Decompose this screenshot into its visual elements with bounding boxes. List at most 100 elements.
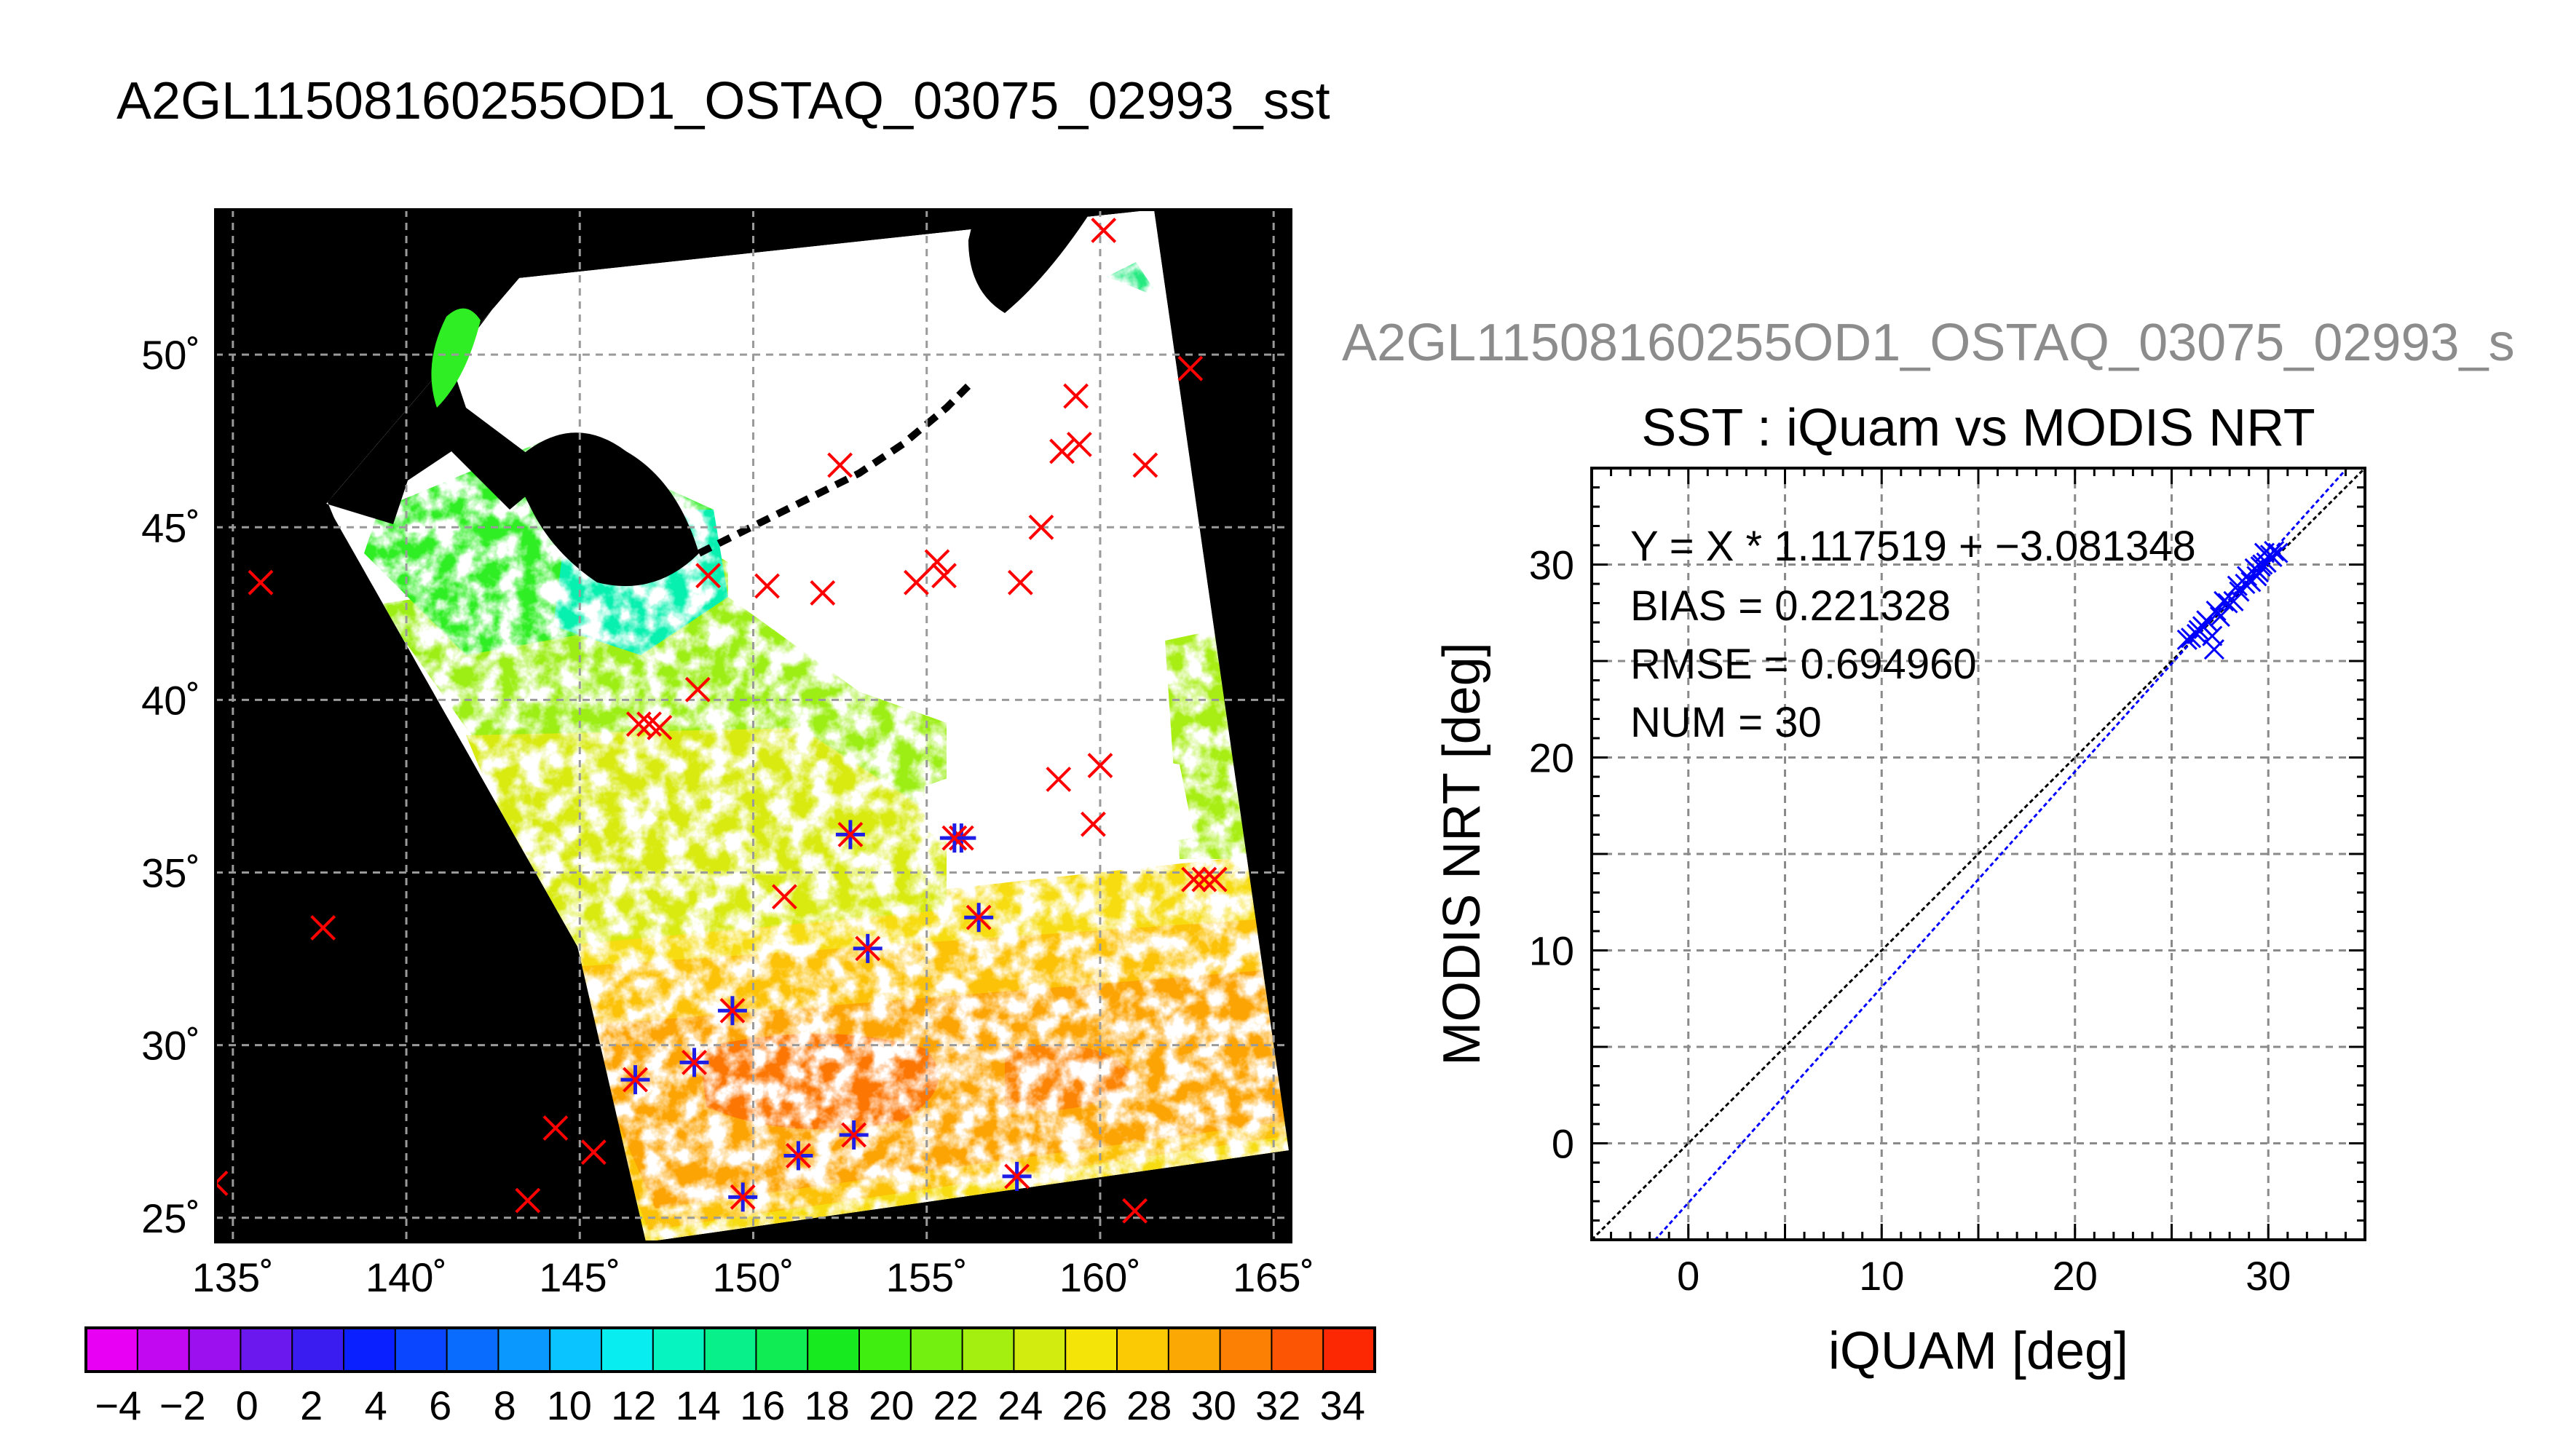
matchup-marker-stroke-a xyxy=(216,1181,229,1196)
scatter-point-stroke-b xyxy=(2235,573,2256,595)
valid-marker-cross-stroke-b xyxy=(719,997,746,1024)
map-lat-tick-labels: 25˚ 30˚ 35˚ 40˚ 45˚ 50˚ xyxy=(141,332,200,1241)
valid-marker-cross-stroke-b xyxy=(837,821,864,847)
valid-matchup-marker xyxy=(728,1182,758,1212)
valid-matchup-marker xyxy=(1002,1161,1032,1191)
matchup-marker-stroke-b xyxy=(695,563,721,589)
colorbar-cell xyxy=(189,1328,241,1372)
map-lat-tick-label: 50˚ xyxy=(141,332,200,378)
sst-colorbar: −4 −2 0 2 4 6 8 10 12 14 16 18 20 22 24 26 28 30 32 34 xyxy=(84,1326,1376,1428)
matchup-marker-stroke-b xyxy=(625,711,652,737)
scatter-x-axis-label: iQUAM [deg] xyxy=(1828,1322,2128,1380)
colorbar-tick-label: 26 xyxy=(1062,1382,1107,1428)
matchup-marker-stroke-b xyxy=(1087,753,1113,778)
scatter-point xyxy=(2188,620,2209,641)
num-annotation: NUM = 30 xyxy=(1630,699,1822,746)
scatter-point xyxy=(2209,606,2230,628)
valid-marker-cross xyxy=(786,1143,811,1168)
valid-marker-cross xyxy=(1004,1163,1030,1190)
valid-marker-cross xyxy=(719,997,746,1024)
colorbar-cell xyxy=(1323,1328,1375,1372)
scatter-gridlines xyxy=(1592,468,2365,1240)
colorbar-cell xyxy=(756,1328,808,1372)
colorbar-tick-label: 16 xyxy=(740,1382,785,1428)
colorbar-tick-label: 22 xyxy=(933,1382,979,1428)
colorbar-cell xyxy=(344,1328,396,1372)
colorbar-cell xyxy=(292,1328,344,1372)
matchup-marker xyxy=(625,711,652,737)
scatter-point xyxy=(2196,610,2217,631)
map-lat-tick-label: 35˚ xyxy=(141,850,200,896)
scatter-y-tick-label: 30 xyxy=(1529,542,1574,588)
scatter-point xyxy=(2227,575,2248,596)
scatter-frame xyxy=(1590,467,2366,1241)
scatter-point-stroke-b xyxy=(2176,629,2197,650)
scatter-title: SST : iQuam vs MODIS NRT xyxy=(1641,399,2315,457)
valid-marker-cross xyxy=(837,821,864,847)
colorbar-cell xyxy=(86,1328,138,1372)
matchup-marker-stroke-b xyxy=(636,711,662,737)
matchup-marker xyxy=(1191,866,1217,893)
matchup-marker xyxy=(647,714,673,740)
scatter-point xyxy=(2262,546,2283,567)
matchup-marker-stroke-b xyxy=(1007,569,1033,596)
matchup-marker-stroke-b xyxy=(1063,383,1089,409)
scatter-point xyxy=(2176,629,2197,650)
valid-marker-cross xyxy=(855,935,881,962)
scatter-x-tick-label: 10 xyxy=(1859,1253,1904,1299)
matchup-marker xyxy=(542,1115,569,1141)
land-hokkaido xyxy=(510,432,699,586)
valid-marker-cross xyxy=(730,1184,756,1210)
scatter-x-tick-label: 20 xyxy=(2053,1253,2098,1299)
matchup-marker-stroke-b xyxy=(931,563,957,589)
colorbar-cell xyxy=(395,1328,448,1372)
matchup-marker xyxy=(827,452,853,478)
valid-marker-cross xyxy=(623,1067,648,1093)
scatter-point xyxy=(2235,573,2256,595)
sst-map-panel: 135˚ 140˚ 145˚ 150˚ 155˚ 160˚ 165˚ 25˚ 30˚ 35˚ 40… xyxy=(141,208,1314,1300)
colorbar-cells xyxy=(86,1328,1375,1372)
valid-matchup-marker xyxy=(679,1048,709,1077)
valid-marker-cross-stroke-b xyxy=(1004,1163,1030,1190)
valid-marker-cross-stroke-b xyxy=(730,1184,756,1210)
map-lon-tick-label: 145˚ xyxy=(539,1254,620,1300)
matchup-marker-stroke-b xyxy=(1028,514,1054,540)
valid-marker-cross-stroke-b xyxy=(855,935,881,962)
rmse-annotation: RMSE = 0.694960 xyxy=(1630,641,1977,688)
valid-marker-cross-stroke-b xyxy=(841,1122,867,1148)
colorbar-cell xyxy=(601,1328,654,1372)
colorbar-tick-label: 8 xyxy=(494,1382,516,1428)
colorbar-cell xyxy=(550,1328,602,1372)
valid-marker-cross-stroke-b xyxy=(941,825,968,851)
matchup-marker-stroke-b xyxy=(647,714,673,740)
matchup-marker xyxy=(1063,383,1089,409)
land-kuril-islands xyxy=(697,383,971,557)
colorbar-tick-label: 6 xyxy=(429,1382,451,1428)
sakhalin-coast-water xyxy=(431,308,481,408)
matchup-marker-stroke-b xyxy=(515,1187,541,1214)
map-gridlines xyxy=(216,210,1291,1242)
map-lat-tick-label: 25˚ xyxy=(141,1195,200,1241)
colorbar-tick-label: 28 xyxy=(1126,1382,1172,1428)
map-frame xyxy=(214,208,1292,1243)
cloud-cover-north xyxy=(728,262,1194,728)
scatter-y-tick-label: 20 xyxy=(1529,735,1574,781)
matchup-marker-stroke-b xyxy=(924,549,950,575)
valid-marker-cross-stroke-b xyxy=(623,1067,648,1093)
matchup-marker xyxy=(1066,432,1092,457)
matchup-marker xyxy=(216,1170,229,1196)
scatter-point-stroke-b xyxy=(2203,639,2224,660)
matchup-marker xyxy=(904,569,929,596)
colorbar-tick-label: 30 xyxy=(1191,1382,1236,1428)
colorbar-cell xyxy=(652,1328,706,1372)
scatter-y-tick-labels: 0 10 20 30 xyxy=(1529,542,1574,1167)
matchup-marker-stroke-b xyxy=(684,676,711,703)
valid-marker-cross xyxy=(965,904,992,930)
scatter-x-tick-label: 0 xyxy=(1677,1253,1699,1299)
matchup-marker xyxy=(1007,569,1033,596)
scatter-point xyxy=(2223,590,2244,612)
valid-matchup-marker xyxy=(835,820,865,850)
matchup-marker xyxy=(1046,767,1072,792)
matchup-marker-stroke-b xyxy=(1177,355,1204,381)
